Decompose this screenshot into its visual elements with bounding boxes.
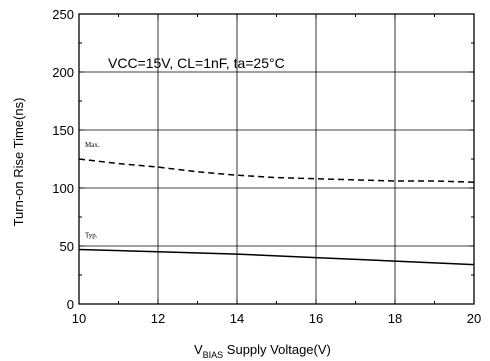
grid-lines	[79, 14, 474, 304]
y-tick-label: 200	[52, 65, 74, 80]
x-tick-label: 14	[230, 311, 244, 326]
y-tick-label: 0	[67, 297, 74, 312]
y-tick-label: 100	[52, 181, 74, 196]
y-tick-label: 50	[60, 239, 74, 254]
condition-annotation: VCC=15V, CL=1nF, ta=25°C	[108, 55, 285, 71]
series-line-max	[78, 158, 475, 183]
series-line-typ	[78, 248, 475, 266]
y-axis-label: Turn-on Rise Time(ns)	[11, 98, 26, 227]
x-tick-label: 10	[72, 311, 86, 326]
data-series	[78, 158, 475, 266]
y-tick-label: 250	[52, 7, 74, 22]
x-tick-label: 12	[151, 311, 165, 326]
y-tick-labels: 0 50 100 150 200 250	[52, 7, 74, 312]
x-tick-label: 20	[467, 311, 481, 326]
tick-marks	[78, 13, 475, 305]
series-label-typ: Typ.	[85, 231, 98, 239]
x-tick-labels: 10 12 14 16 18 20	[72, 311, 481, 326]
x-tick-label: 18	[388, 311, 402, 326]
x-tick-label: 16	[309, 311, 323, 326]
series-label-max: Max.	[85, 141, 100, 149]
x-axis-label: VBIAS Supply Voltage(V)	[194, 342, 331, 360]
series-labels: Max. Typ.	[85, 141, 100, 239]
y-tick-label: 150	[52, 123, 74, 138]
